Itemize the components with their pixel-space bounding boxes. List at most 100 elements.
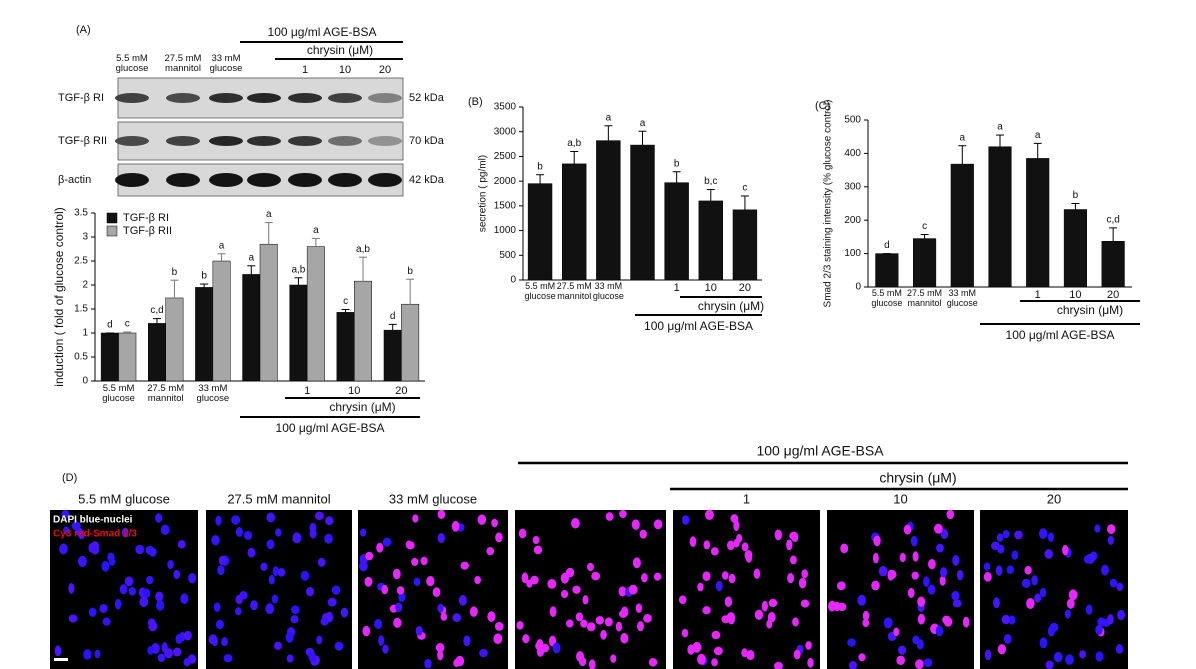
blot-band bbox=[368, 93, 402, 103]
nucleus bbox=[952, 599, 962, 608]
significance-label: a bbox=[248, 252, 254, 263]
bar bbox=[1101, 240, 1125, 288]
nucleus bbox=[215, 619, 224, 630]
nucleus bbox=[183, 630, 192, 641]
category-label-box: 33 mM glucose bbox=[196, 384, 229, 404]
bar bbox=[596, 140, 621, 281]
nucleus bbox=[893, 627, 900, 637]
nucleus bbox=[887, 569, 895, 581]
nucleus bbox=[155, 591, 164, 602]
nucleus bbox=[767, 611, 776, 623]
x-tick-label: 10 bbox=[348, 385, 360, 397]
blot-band bbox=[209, 136, 243, 146]
x-tick-label: 20 bbox=[395, 385, 407, 397]
nucleus bbox=[250, 600, 258, 611]
error-bar bbox=[920, 234, 929, 239]
nucleus bbox=[382, 644, 389, 654]
nucleus bbox=[615, 621, 623, 632]
error-bar bbox=[311, 237, 320, 247]
nucleus bbox=[275, 528, 282, 537]
nucleus bbox=[774, 529, 783, 541]
category-label: 5.5 mM glucose bbox=[115, 54, 149, 74]
error-bar bbox=[1071, 203, 1080, 210]
nucleus bbox=[678, 595, 687, 605]
nucleus bbox=[109, 557, 116, 566]
nucleus bbox=[324, 533, 333, 544]
nucleus bbox=[412, 514, 419, 523]
significance-label: d bbox=[107, 320, 113, 331]
blot-size-label: 42 kDa bbox=[409, 174, 445, 186]
nucleus bbox=[873, 535, 881, 547]
significance-label: b,c bbox=[704, 176, 717, 187]
significance-label: b bbox=[172, 267, 178, 278]
nucleus bbox=[59, 543, 68, 555]
y-tick-label: 200 bbox=[844, 215, 861, 226]
nucleus bbox=[1068, 589, 1078, 601]
nucleus bbox=[364, 576, 373, 587]
significance-label: a,b bbox=[291, 264, 305, 275]
x-tick-label: 10 bbox=[1069, 289, 1081, 301]
nucleus bbox=[54, 645, 62, 657]
nucleus bbox=[883, 617, 893, 629]
nucleus bbox=[1107, 614, 1114, 625]
blot-row-label: TGF-β RII bbox=[58, 135, 107, 147]
nucleus bbox=[915, 659, 924, 669]
nucleus bbox=[413, 577, 421, 587]
error-bar bbox=[740, 195, 749, 210]
error-bar bbox=[359, 256, 368, 282]
nucleus bbox=[917, 613, 926, 625]
nucleus bbox=[697, 582, 704, 592]
blot-band bbox=[166, 173, 200, 187]
nucleus bbox=[365, 551, 374, 561]
nucleus bbox=[518, 528, 527, 539]
nucleus bbox=[235, 607, 242, 616]
bar bbox=[913, 238, 937, 288]
nucleus bbox=[789, 555, 797, 565]
nucleus bbox=[997, 544, 1005, 554]
nucleus bbox=[703, 540, 711, 550]
significance-label: b bbox=[537, 161, 543, 172]
nucleus bbox=[1021, 578, 1031, 588]
nucleus bbox=[1045, 660, 1054, 669]
nucleus bbox=[746, 649, 755, 661]
category-label: 5.5 mM glucose bbox=[524, 281, 556, 301]
bar bbox=[1063, 209, 1087, 288]
nucleus bbox=[453, 659, 460, 668]
nucleus bbox=[600, 629, 607, 640]
blot-band bbox=[166, 136, 200, 146]
nucleus bbox=[68, 614, 78, 623]
nucleus bbox=[411, 557, 419, 566]
nucleus bbox=[639, 529, 647, 539]
nucleus bbox=[768, 598, 778, 608]
category-label-box: 27.5 mM mannitol bbox=[557, 281, 592, 301]
blot-band bbox=[368, 173, 402, 187]
error-bar bbox=[123, 331, 132, 333]
nucleus bbox=[618, 586, 627, 597]
blot-band bbox=[288, 173, 322, 187]
micrograph-title: 10 bbox=[893, 491, 907, 506]
nucleus bbox=[340, 607, 349, 618]
nucleus bbox=[77, 555, 87, 567]
nucleus bbox=[800, 599, 810, 608]
error-bar bbox=[638, 130, 647, 146]
nucleus bbox=[474, 575, 481, 585]
error-bar bbox=[388, 323, 397, 331]
nucleus bbox=[1095, 651, 1104, 662]
significance-label: d bbox=[390, 311, 396, 322]
stain-legend: DAPI blue-nuclei bbox=[53, 515, 133, 526]
nucleus bbox=[773, 661, 783, 669]
y-tick-label: 3.5 bbox=[74, 208, 88, 219]
blot-size-label: 70 kDa bbox=[409, 135, 445, 147]
nucleus bbox=[653, 519, 663, 530]
significance-label: c bbox=[343, 296, 348, 307]
legend-swatch bbox=[106, 212, 118, 224]
blot-band bbox=[368, 136, 402, 146]
nucleus bbox=[753, 568, 761, 579]
significance-label: a bbox=[640, 118, 646, 129]
nucleus bbox=[995, 565, 1003, 576]
x-tick-label: 1 bbox=[304, 385, 310, 397]
nucleus bbox=[334, 641, 344, 651]
nucleus bbox=[983, 572, 992, 582]
blot-size-label: 52 kDa bbox=[409, 92, 445, 104]
nucleus bbox=[1049, 622, 1059, 633]
